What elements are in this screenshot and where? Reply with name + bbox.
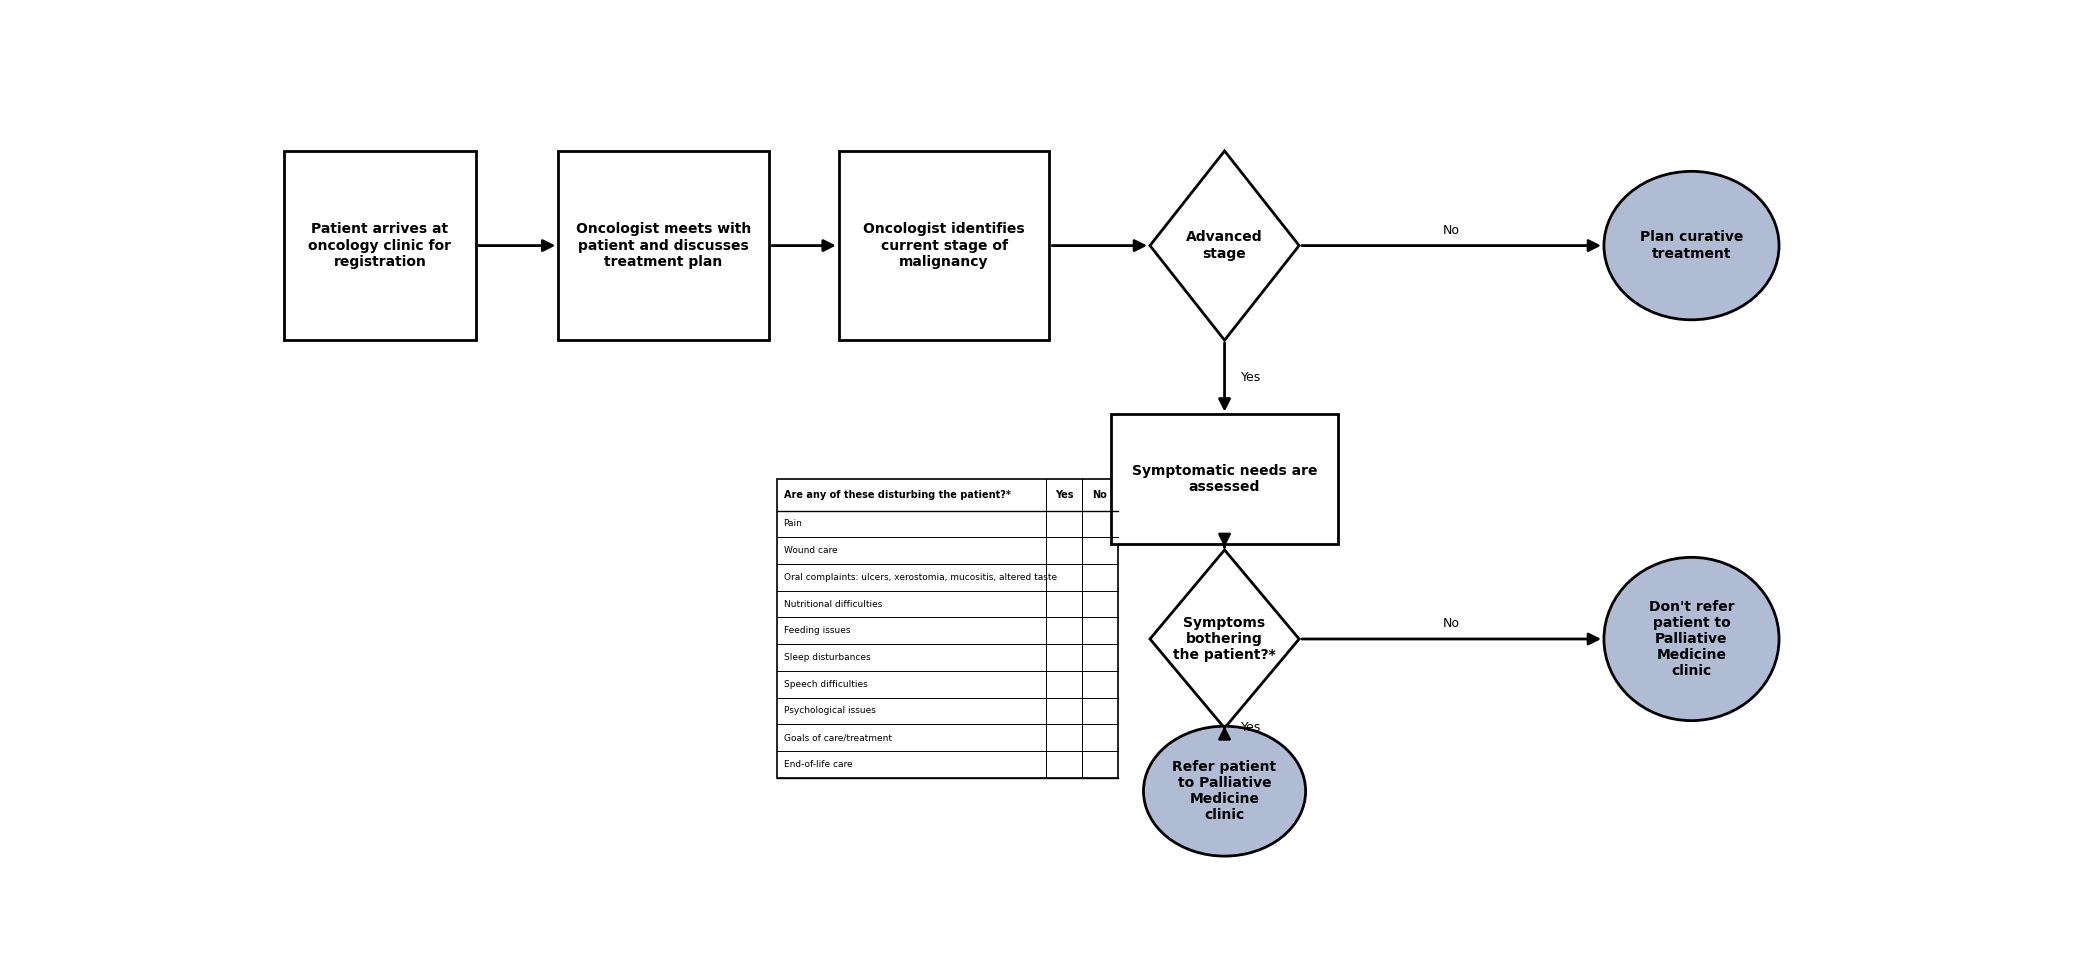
Text: Advanced
stage: Advanced stage [1186,230,1264,260]
FancyBboxPatch shape [559,151,770,340]
Text: Psychological issues: Psychological issues [784,707,874,715]
Ellipse shape [1605,557,1778,721]
Text: Pain: Pain [784,520,803,528]
Text: Oral complaints: ulcers, xerostomia, mucositis, altered taste: Oral complaints: ulcers, xerostomia, muc… [784,573,1056,582]
Text: Oncologist meets with
patient and discusses
treatment plan: Oncologist meets with patient and discus… [575,223,751,269]
Text: Refer patient
to Palliative
Medicine
clinic: Refer patient to Palliative Medicine cli… [1172,760,1276,822]
Text: Goals of care/treatment: Goals of care/treatment [784,734,891,742]
FancyBboxPatch shape [839,151,1050,340]
Text: Speech difficulties: Speech difficulties [784,680,868,688]
Text: Symptoms
bothering
the patient?*: Symptoms bothering the patient?* [1174,616,1276,662]
Text: No: No [1092,490,1107,500]
Text: Yes: Yes [1241,371,1261,384]
Text: Oncologist identifies
current stage of
malignancy: Oncologist identifies current stage of m… [864,223,1025,269]
Text: Yes: Yes [1241,721,1261,734]
FancyBboxPatch shape [776,479,1117,778]
FancyBboxPatch shape [1111,415,1339,545]
Ellipse shape [1605,172,1778,320]
Text: Symptomatic needs are
assessed: Symptomatic needs are assessed [1132,465,1318,495]
Polygon shape [1151,549,1299,728]
Text: No: No [1443,224,1460,237]
Text: End-of-life care: End-of-life care [784,760,851,769]
Text: Plan curative
treatment: Plan curative treatment [1640,230,1743,260]
Text: Nutritional difficulties: Nutritional difficulties [784,600,883,608]
Text: Feeding issues: Feeding issues [784,627,849,635]
Text: Wound care: Wound care [784,547,837,555]
Text: No: No [1443,617,1460,630]
Text: Yes: Yes [1054,490,1073,500]
Polygon shape [1151,151,1299,340]
Text: Sleep disturbances: Sleep disturbances [784,653,870,662]
Text: Don't refer
patient to
Palliative
Medicine
clinic: Don't refer patient to Palliative Medici… [1648,600,1734,679]
Ellipse shape [1144,726,1305,856]
FancyBboxPatch shape [285,151,475,340]
Text: Are any of these disturbing the patient?*: Are any of these disturbing the patient?… [784,490,1010,500]
Text: Patient arrives at
oncology clinic for
registration: Patient arrives at oncology clinic for r… [308,223,452,269]
